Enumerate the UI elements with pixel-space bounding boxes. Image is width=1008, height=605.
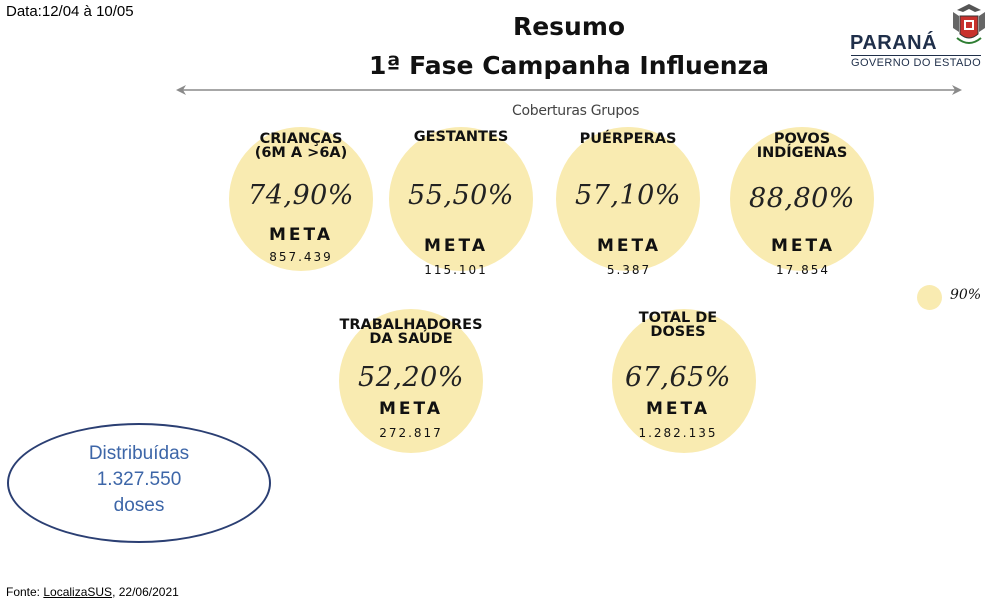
legend-swatch	[917, 285, 942, 310]
group-label-line1: PUÉRPERAS	[579, 131, 677, 147]
source-suffix: , 22/06/2021	[112, 585, 179, 599]
group-label-line1: TOTAL DE	[638, 310, 718, 326]
meta-label-indigenas: META	[771, 236, 835, 256]
group-label-line2: (6M A >6A)	[254, 145, 348, 161]
group-label-puerperas: PUÉRPERAS	[528, 131, 728, 147]
distributed-count: 1.327.550	[96, 469, 182, 490]
distributed-line1: Distribuídas	[88, 443, 190, 464]
group-label-line1: CRIANÇAS	[259, 131, 343, 147]
group-label-line1: POVOS	[773, 131, 831, 147]
group-label-total: TOTAL DE DOSES	[578, 310, 778, 340]
coverage-groups-title: Coberturas Grupos	[512, 103, 640, 119]
meta-label-criancas: META	[269, 225, 333, 245]
coverage-value-total: 67,65%	[625, 362, 731, 393]
coverage-circle-criancas	[229, 127, 373, 271]
group-label-line1: GESTANTES	[413, 129, 509, 145]
legend-label: 90%	[950, 287, 982, 303]
date-range: Data:12/04 à 10/05	[6, 3, 134, 20]
coverage-value-gestantes: 55,50%	[408, 180, 514, 211]
coverage-circle-total	[612, 309, 756, 453]
group-label-line2: DA SAÚDE	[369, 331, 453, 347]
meta-value-gestantes: 115.101	[424, 263, 488, 277]
meta-value-indigenas: 17.854	[776, 263, 830, 277]
coverage-value-indigenas: 88,80%	[749, 183, 855, 214]
source-link[interactable]: LocalizaSUS	[43, 585, 113, 599]
meta-label-gestantes: META	[424, 236, 488, 256]
coverage-value-puerperas: 57,10%	[575, 180, 681, 211]
distributed-line3: doses	[113, 495, 165, 516]
meta-label-total: META	[646, 399, 710, 419]
page-subtitle: 1ª Fase Campanha Influenza	[368, 51, 770, 80]
logo-name: PARANÁ	[850, 32, 938, 54]
coverage-circle-trabalhadores	[339, 309, 483, 453]
distributed-doses-text: Distribuídas 1.327.550 doses	[7, 441, 271, 519]
group-label-gestantes: GESTANTES	[361, 129, 561, 145]
coverage-value-criancas: 74,90%	[248, 180, 354, 211]
meta-value-total: 1.282.135	[638, 426, 718, 440]
group-label-line2: INDÍGENAS	[756, 145, 848, 161]
meta-label-puerperas: META	[597, 236, 661, 256]
coverage-value-trabalhadores: 52,20%	[358, 362, 464, 393]
group-label-line1: TRABALHADORES	[339, 317, 483, 333]
source-note: Fonte: LocalizaSUS, 22/06/2021	[6, 585, 179, 599]
group-label-criancas: CRIANÇAS (6M A >6A)	[201, 131, 401, 161]
group-label-line2: DOSES	[650, 324, 706, 340]
distributed-doses-oval	[7, 423, 271, 543]
group-label-trabalhadores: TRABALHADORES DA SAÚDE	[311, 317, 511, 347]
logo-subtitle: GOVERNO DO ESTADO	[851, 55, 982, 69]
coverage-circle-gestantes	[389, 127, 533, 271]
group-label-indigenas: POVOS INDÍGENAS	[702, 131, 902, 161]
meta-value-puerperas: 5.387	[606, 263, 652, 277]
coat-of-arms-icon	[953, 4, 985, 44]
meta-label-trabalhadores: META	[379, 399, 443, 419]
coverage-circle-indigenas	[730, 127, 874, 271]
meta-value-trabalhadores: 272.817	[379, 426, 443, 440]
meta-value-criancas: 857.439	[269, 250, 333, 264]
parana-logo: PARANÁ GOVERNO DO ESTADO	[850, 2, 1000, 72]
page-title: Resumo	[512, 12, 626, 41]
coverage-circle-puerperas	[556, 127, 700, 271]
source-prefix: Fonte:	[6, 585, 44, 599]
arrow-divider	[176, 85, 962, 95]
